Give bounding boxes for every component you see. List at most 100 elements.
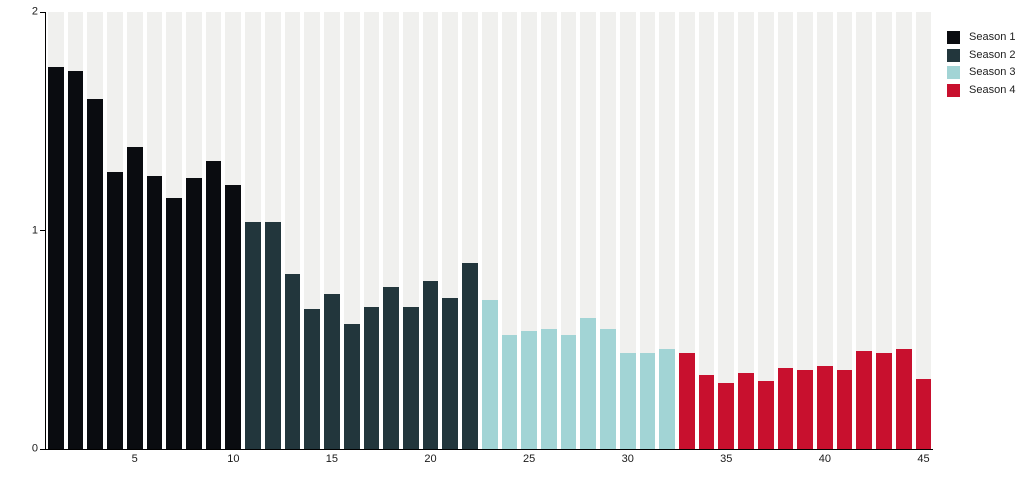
bar-episode-28-season-3: [580, 317, 597, 449]
legend-swatch-0: [947, 31, 960, 44]
bar-episode-36-season-4: [738, 372, 754, 449]
y-tick-label-2: 2: [31, 5, 38, 18]
bar-slot-episode-34: [698, 12, 715, 449]
bar-episode-14-season-2: [304, 309, 321, 449]
bar-episode-15-season-2: [324, 293, 340, 449]
bar-slot-episode-13: [284, 12, 301, 449]
bar-slot-episode-42: [856, 12, 873, 449]
bar-slot-episode-2: [67, 12, 84, 449]
y-tick-label-1: 1: [31, 224, 38, 236]
bar-slot-episode-35: 35: [718, 12, 735, 465]
bar-slot-episode-26: [540, 12, 557, 449]
y-axis-line: [45, 12, 46, 450]
bar-slot-episode-7: [166, 12, 183, 449]
bar-episode-16-season-2: [343, 324, 360, 449]
bar-episode-25-season-3: [521, 331, 537, 449]
bar-slot-episode-33: [679, 12, 695, 449]
y-tick-mark-1: [40, 230, 46, 231]
bar-slot-episode-24: [501, 12, 518, 449]
bar-slot-episode-41: [836, 12, 853, 449]
bar-episode-41-season-4: [836, 370, 853, 449]
bar-episode-6-season-1: [146, 175, 163, 449]
bar-slot-episode-10: 10: [225, 12, 242, 465]
bar-slot-episode-22: [462, 12, 478, 449]
bar-episode-26-season-3: [540, 328, 557, 449]
x-tick-label-35: 35: [720, 453, 733, 465]
x-tick-label-45: 45: [917, 453, 930, 465]
bar-slot-episode-40: 40: [817, 12, 833, 465]
bar-episode-34-season-4: [698, 374, 715, 449]
bar-slot-episode-45: 45: [915, 12, 932, 465]
bar-episode-31-season-3: [639, 352, 656, 449]
legend-label-season-4: Season 4: [969, 83, 1016, 96]
bar-episode-42-season-4: [856, 350, 873, 449]
x-tick-label-15: 15: [325, 453, 339, 465]
x-tick-label-5: 5: [131, 453, 138, 465]
bar-slot-episode-29: [600, 12, 616, 449]
bar-episode-30-season-3: [619, 352, 636, 449]
bar-episode-13-season-2: [284, 274, 301, 449]
bar-slot-episode-31: [639, 12, 656, 449]
bar-slot-episode-18: [383, 12, 399, 449]
x-tick-label-25: 25: [522, 453, 536, 465]
x-axis-line: [42, 448, 933, 450]
bar-episode-2-season-1: [67, 71, 84, 449]
y-tick-label-0: 0: [31, 442, 38, 455]
bar-slot-episode-21: [442, 12, 459, 449]
x-tick-label-40: 40: [818, 453, 832, 465]
y-tick-mark-0: [40, 448, 46, 450]
bar-slot-episode-32: [659, 12, 675, 449]
bar-episode-40-season-4: [817, 365, 833, 449]
bar-episode-29-season-3: [600, 328, 616, 449]
bar-slot-episode-19: [402, 12, 419, 449]
bar-slot-episode-12: [264, 12, 281, 449]
bar-slot-episode-8: [186, 12, 202, 449]
bar-episode-7-season-1: [166, 197, 183, 449]
x-tick-label-10: 10: [227, 453, 240, 465]
legend-label-season-3: Season 3: [969, 66, 1016, 78]
bar-slot-episode-25: 25: [521, 12, 537, 465]
bar-episode-8-season-1: [186, 178, 202, 449]
bar-episode-39-season-4: [797, 370, 814, 449]
bar-slot-episode-38: [777, 12, 794, 449]
bar-slot-episode-44: [895, 12, 912, 449]
legend-swatch-1: [947, 48, 960, 62]
bar-slot-episode-11: [245, 12, 261, 449]
bar-slot-episode-36: [738, 12, 754, 449]
bar-slot-episode-17: [363, 12, 380, 449]
bar-episode-37-season-4: [757, 381, 774, 449]
bar-episode-11-season-2: [245, 221, 261, 449]
bar-slot-episode-14: [304, 12, 321, 449]
bar-slot-episode-4: [107, 12, 123, 449]
bar-slot-episode-39: [797, 12, 814, 449]
bar-slot-episode-30: 30: [619, 12, 636, 465]
bar-slot-episode-20: 20: [422, 12, 439, 465]
legend-swatch-3: [947, 83, 960, 97]
bar-episode-23-season-3: [481, 300, 498, 449]
bar-episode-43-season-4: [876, 352, 892, 449]
bar-slot-episode-3: [87, 12, 104, 449]
bar-slot-episode-16: [343, 12, 360, 449]
legend-item-season-3: Season 3: [947, 66, 1015, 79]
bar-slot-episode-43: [876, 12, 892, 449]
bar-slot-episode-15: 15: [324, 12, 340, 465]
bar-slot-episode-1: [48, 12, 64, 449]
bar-episode-1-season-1: [48, 66, 64, 449]
bar-episode-3-season-1: [87, 99, 104, 449]
bar-slot-episode-37: [757, 12, 774, 449]
bar-episode-17-season-2: [363, 306, 380, 449]
bar-episode-22-season-2: [462, 263, 478, 449]
bar-episode-20-season-2: [422, 280, 439, 449]
bar-episode-44-season-4: [895, 348, 912, 449]
bar-episode-33-season-4: [679, 352, 695, 449]
bar-episode-32-season-3: [659, 348, 675, 449]
bar-episode-24-season-3: [501, 335, 518, 449]
bar-episode-35-season-4: [718, 383, 735, 449]
legend: Season 1 Season 2 Season 3 Season 4: [947, 31, 1015, 101]
bar-episode-4-season-1: [107, 171, 123, 449]
x-tick-label-30: 30: [621, 453, 634, 465]
bar-episode-21-season-2: [442, 298, 459, 449]
x-tick-label-20: 20: [424, 453, 437, 465]
legend-label-season-1: Season 1: [969, 31, 1016, 43]
